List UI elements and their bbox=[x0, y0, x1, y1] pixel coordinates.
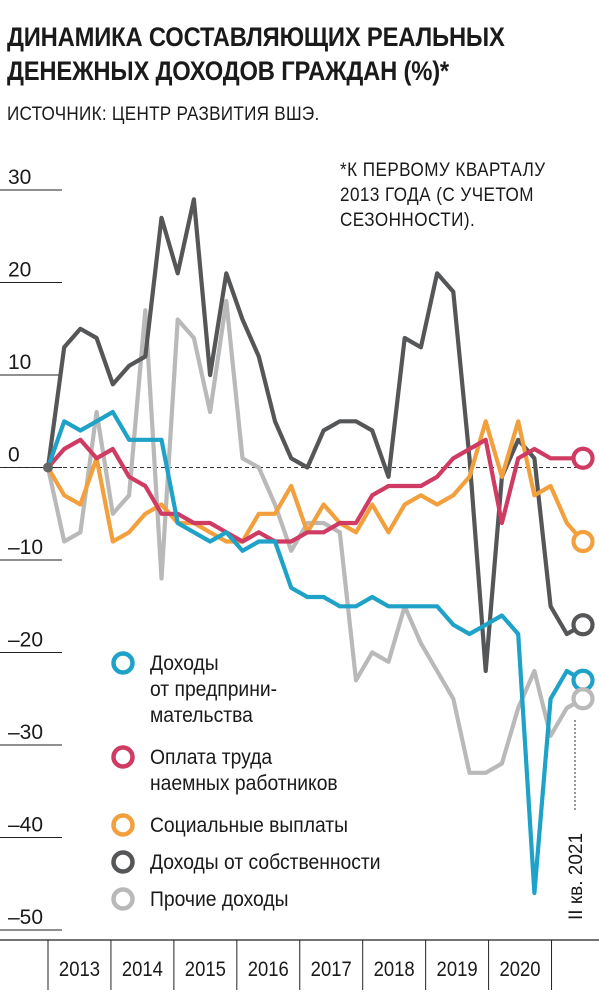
chart-footnote: *К ПЕРВОМУ КВАРТАЛУ 2013 ГОДА (С УЧЕТОМ … bbox=[340, 160, 546, 231]
series-line-0 bbox=[45, 409, 586, 896]
chart-title: ДИНАМИКА СОСТАВЛЯЮЩИХ РЕАЛЬНЫХ ДЕНЕЖНЫХ … bbox=[7, 22, 505, 86]
legend-marker-4 bbox=[111, 887, 135, 911]
legend-label: Доходы bbox=[150, 652, 219, 675]
legend-marker-1 bbox=[111, 745, 135, 769]
period-end-label: II кв. 2021 bbox=[566, 833, 587, 920]
series-end-markers bbox=[43, 446, 595, 711]
series-line-2 bbox=[45, 419, 586, 544]
legend-marker-2 bbox=[111, 813, 135, 837]
series-lines bbox=[45, 197, 586, 896]
legend-label: Доходы от собственности bbox=[150, 851, 381, 874]
legend-marker-0 bbox=[111, 651, 135, 675]
y-tick-label: –20 bbox=[8, 629, 43, 652]
series-end-marker-0 bbox=[571, 668, 595, 692]
x-tick-label: 2015 bbox=[185, 958, 226, 981]
y-tick-label: 10 bbox=[8, 351, 31, 374]
legend-label: мательства bbox=[150, 704, 254, 727]
legend-label: Прочие доходы bbox=[150, 888, 289, 911]
y-grid: 30 20 10 0 –10 –20 –30 –40 –50 bbox=[0, 166, 583, 931]
y-tick-label: –50 bbox=[8, 906, 43, 929]
series-line-1 bbox=[45, 437, 586, 544]
x-tick-label: 2018 bbox=[374, 958, 415, 981]
x-tick-label: 2017 bbox=[311, 958, 352, 981]
period-end-marker: II кв. 2021 bbox=[566, 720, 587, 920]
legend-label: от предприни- bbox=[150, 678, 277, 701]
series-end-marker-4 bbox=[571, 687, 595, 711]
series-line-3 bbox=[45, 197, 586, 674]
series-end-marker-3 bbox=[571, 613, 595, 637]
legend: Доходы от предприни-мательства Оплата труд… bbox=[111, 651, 381, 911]
legend-label: наемных работников bbox=[150, 772, 338, 795]
legend-marker-3 bbox=[111, 850, 135, 874]
y-tick-label: –40 bbox=[8, 814, 43, 837]
series-line-4 bbox=[45, 298, 586, 775]
y-tick-label: 30 bbox=[8, 166, 31, 189]
legend-label: Социальные выплаты bbox=[150, 814, 348, 837]
x-tick-label: 2019 bbox=[437, 958, 478, 981]
x-tick-label: 2016 bbox=[248, 958, 289, 981]
y-tick-label: –10 bbox=[8, 536, 43, 559]
series-end-marker-1 bbox=[571, 446, 595, 470]
x-axis: 2013 2014 2015 2016 2017 2018 2019 2020 bbox=[0, 939, 599, 990]
y-tick-label: –30 bbox=[8, 721, 43, 744]
legend-label: Оплата труда bbox=[150, 746, 273, 769]
x-tick-label: 2013 bbox=[59, 958, 100, 981]
x-tick-label: 2020 bbox=[500, 958, 541, 981]
y-tick-label: 20 bbox=[8, 259, 31, 282]
series-end-marker-2 bbox=[571, 529, 595, 554]
y-tick-label: 0 bbox=[8, 444, 20, 467]
chart-source: ИСТОЧНИК: ЦЕНТР РАЗВИТИЯ ВШЭ. bbox=[7, 104, 320, 125]
origin-point bbox=[43, 462, 53, 473]
x-tick-label: 2014 bbox=[122, 958, 163, 981]
